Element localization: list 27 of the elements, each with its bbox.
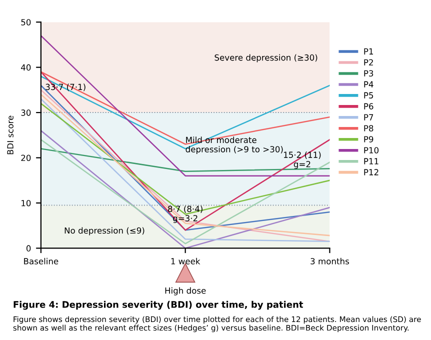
y-tick-label: 50 bbox=[21, 19, 31, 26]
x-tick-label: 1 week bbox=[171, 258, 200, 264]
y-tick-label: 40 bbox=[21, 64, 31, 71]
x-tick-label: 3 months bbox=[310, 258, 349, 264]
band-label: Severe depression (≥30) bbox=[214, 54, 318, 62]
y-tick-label: 10 bbox=[22, 200, 31, 206]
legend-label: P5 bbox=[364, 92, 374, 98]
y-tick-label: 0 bbox=[26, 245, 31, 252]
legend-label: P2 bbox=[364, 59, 373, 66]
legend-label: P6 bbox=[364, 103, 374, 110]
y-tick-label: 20 bbox=[21, 154, 31, 162]
text: Figure 4: Depression severity (BDI) over time, by patient bbox=[14, 300, 304, 310]
legend-label: P10 bbox=[364, 147, 379, 154]
legend-label: P8 bbox=[364, 125, 374, 132]
x-tick-label: Baseline bbox=[24, 258, 58, 264]
legend-label: P3 bbox=[364, 70, 374, 77]
text: High dose bbox=[165, 287, 206, 296]
legend-label: P1 bbox=[364, 48, 373, 54]
legend-label: P4 bbox=[364, 81, 374, 88]
legend-label: P12 bbox=[364, 169, 378, 176]
legend-label: P7 bbox=[364, 114, 374, 120]
band-label: No depression (≤9) bbox=[64, 227, 144, 236]
annotation: 15·2 (11) g=2 bbox=[284, 152, 321, 169]
legend-label: P11 bbox=[364, 158, 378, 164]
legend-label: P9 bbox=[364, 136, 374, 142]
y-axis-title: BDI score bbox=[7, 116, 14, 154]
y-tick-label: 30 bbox=[21, 110, 31, 116]
